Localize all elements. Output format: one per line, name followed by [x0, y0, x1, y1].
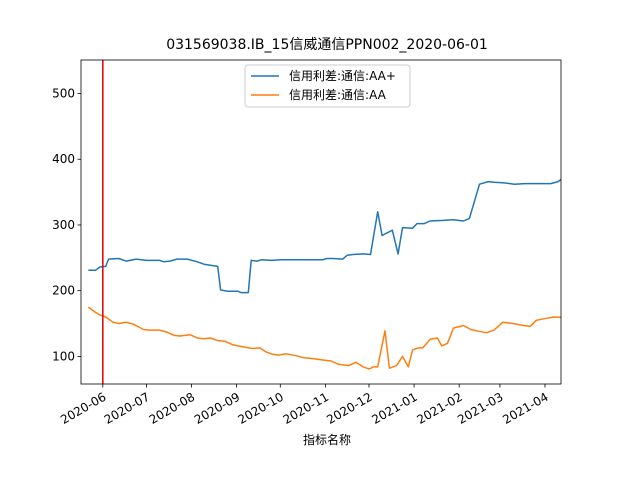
y-tick-label: 500	[52, 87, 75, 101]
x-tick-label: 2021-02	[414, 390, 464, 427]
x-tick-label: 2021-01	[369, 390, 419, 427]
x-tick-label: 2020-12	[324, 390, 374, 427]
series-line-1	[88, 178, 561, 294]
y-tick-label: 200	[52, 284, 75, 298]
x-tick-label: 2020-09	[192, 390, 242, 427]
legend-entry-1: 信用利差:通信:AA+	[289, 69, 396, 83]
y-tick-label: 300	[52, 218, 75, 232]
x-tick-label: 2020-06	[58, 390, 108, 427]
x-tick-label: 2020-08	[147, 390, 197, 427]
legend-entry-2: 信用利差:通信:AA	[289, 88, 387, 102]
x-tick-label: 2020-11	[281, 390, 331, 427]
legend: 信用利差:通信:AA+ 信用利差:通信:AA	[244, 64, 411, 108]
plot-frame	[80, 59, 562, 385]
axes: 1002003004005002020-062020-072020-082020…	[52, 59, 562, 427]
y-tick-label: 100	[52, 349, 75, 363]
legend-box	[244, 64, 411, 108]
x-axis-label: 指标名称	[303, 432, 351, 447]
x-tick-label: 2020-10	[236, 390, 286, 427]
x-tick-label: 2020-07	[102, 390, 152, 427]
x-tick-label: 2021-03	[455, 390, 505, 427]
x-tick-label: 2021-04	[500, 390, 550, 427]
series-line-2	[87, 306, 561, 370]
plot-area	[87, 60, 561, 384]
y-tick-label: 400	[52, 152, 75, 166]
chart-title: 031569038.IB_15信威通信PPN002_2020-06-01	[166, 37, 488, 53]
